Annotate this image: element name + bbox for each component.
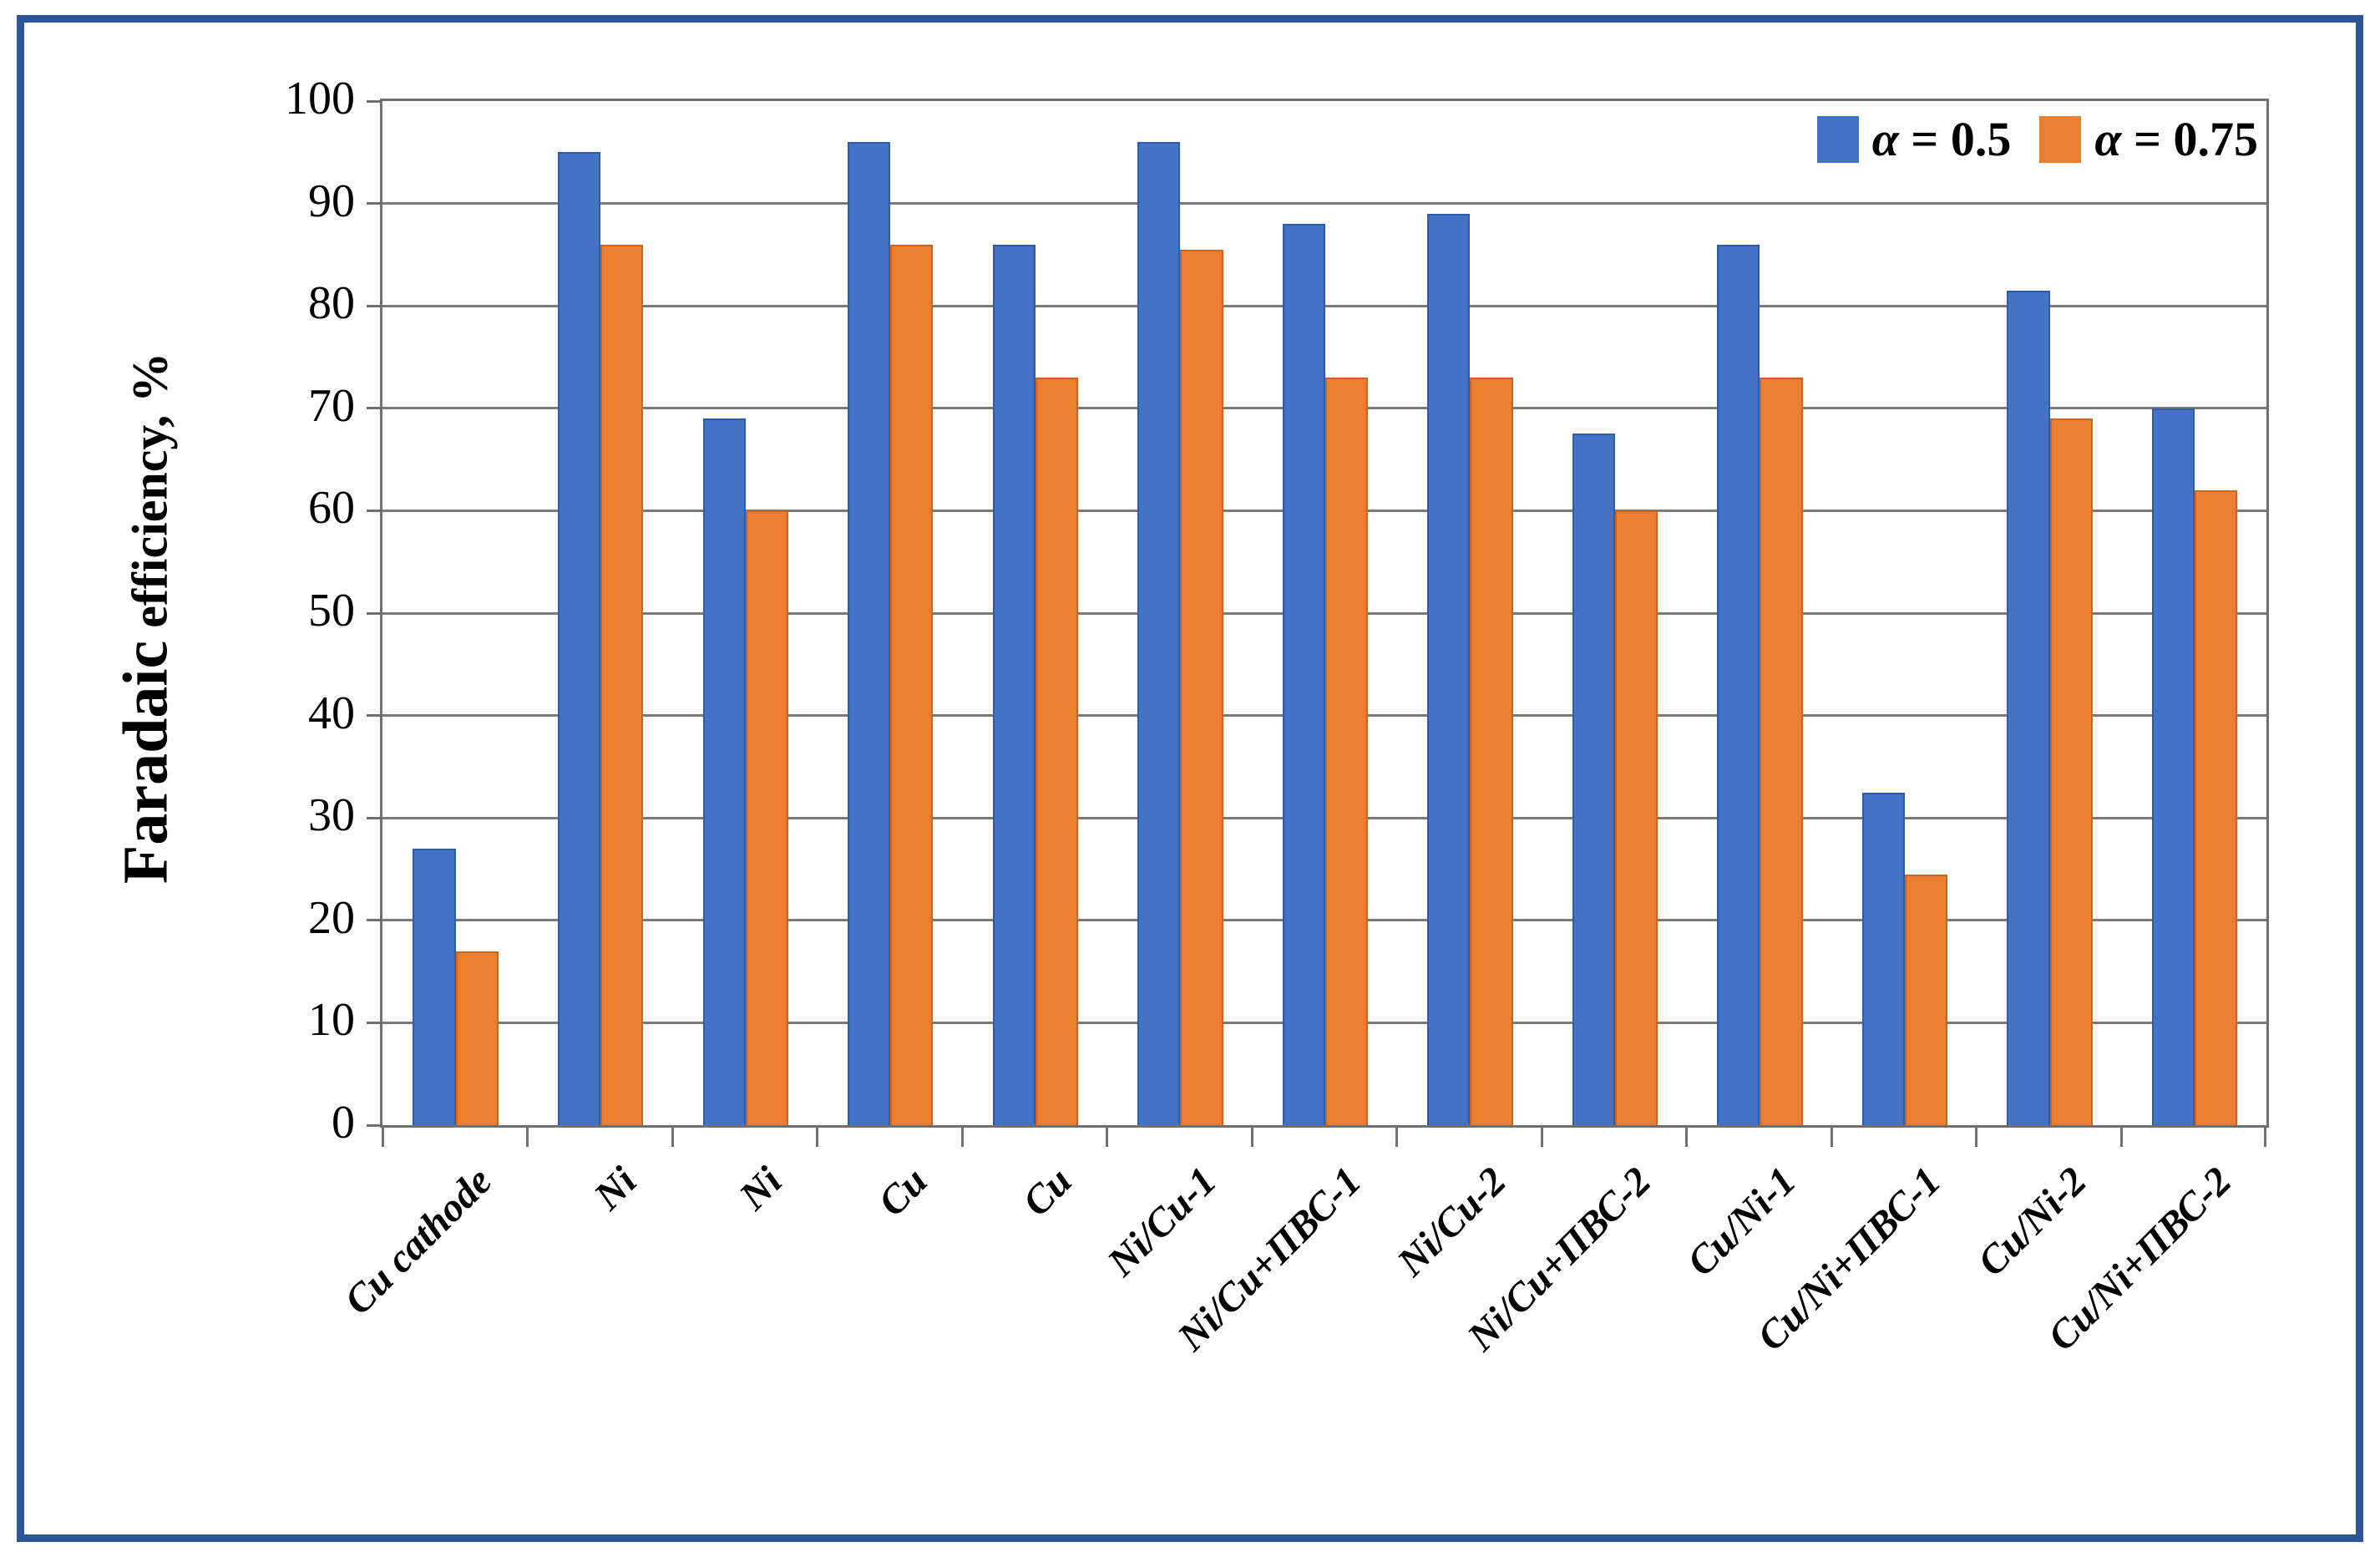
x-tick-2 <box>671 1125 674 1147</box>
y-tick-90 <box>367 202 382 205</box>
bar-series-2-Cu <box>1035 378 1078 1125</box>
legend: α = 0.5 α = 0.75 <box>1816 112 2258 166</box>
gridline-90 <box>382 202 2266 205</box>
y-axis-title: Faradaic efficiency, % <box>110 352 183 884</box>
y-tick-label-100: 100 <box>285 73 355 124</box>
y-tick-60 <box>367 509 382 512</box>
y-tick-50 <box>367 611 382 615</box>
bar-series-1-Ni/Cu-1 <box>1137 142 1181 1125</box>
plot-area: α = 0.5 α = 0.75 <box>367 99 2269 1147</box>
y-tick-label-90: 90 <box>308 175 355 227</box>
y-tick-30 <box>367 816 382 819</box>
bar-series-1-Cu cathode <box>413 848 456 1125</box>
x-tick-0 <box>381 1125 384 1147</box>
y-tick-80 <box>367 304 382 307</box>
bar-series-1-Ni <box>557 152 601 1125</box>
y-tick-label-80: 80 <box>308 277 355 330</box>
legend-swatch-blue <box>1816 116 1859 163</box>
x-tick-4 <box>960 1125 964 1147</box>
legend-label-alpha-0-75: α = 0.75 <box>2094 112 2258 166</box>
bar-series-2-Ni <box>745 510 788 1125</box>
figure-border <box>17 15 2363 1542</box>
y-tick-20 <box>367 919 382 922</box>
bar-series-2-Cu/Ni-2 <box>2049 418 2093 1125</box>
bar-series-1-Cu <box>992 244 1036 1125</box>
legend-item-alpha-0-5: α = 0.5 <box>1816 112 2012 166</box>
y-tick-label-0: 0 <box>332 1097 355 1149</box>
bar-series-2-Cu/Ni+ПВС-2 <box>2195 489 2238 1125</box>
legend-item-alpha-0-75: α = 0.75 <box>2039 114 2258 165</box>
bar-series-2-Ni/Cu+ПВС-2 <box>1614 510 1658 1125</box>
y-tick-label-70: 70 <box>308 379 355 432</box>
x-tick-3 <box>816 1125 819 1147</box>
bar-series-2-Ni/Cu-2 <box>1470 378 1513 1125</box>
y-tick-label-30: 30 <box>308 789 355 842</box>
bar-series-2-Ni/Cu-1 <box>1180 249 1223 1125</box>
bar-series-2-Ni/Cu+ПВС-1 <box>1324 378 1369 1125</box>
y-tick-70 <box>367 407 382 410</box>
legend-label-alpha-0-5: α = 0.5 <box>1871 112 2012 166</box>
bar-series-2-Ni <box>600 244 644 1125</box>
x-tick-7 <box>1395 1125 1399 1147</box>
y-tick-0 <box>367 1123 382 1127</box>
y-axis-title-primary: Faradaic <box>110 640 181 885</box>
bar-series-2-Cu/Ni+ПВС-1 <box>1905 874 1948 1125</box>
bar-series-1-Cu/Ni+ПВС-1 <box>1861 792 1905 1125</box>
legend-swatch-orange <box>2039 116 2082 163</box>
bar-series-2-Cu cathode <box>455 951 499 1125</box>
y-tick-label-50: 50 <box>308 585 355 636</box>
bar-series-1-Cu <box>848 142 891 1125</box>
bar-series-1-Ni/Cu+ПВС-1 <box>1282 224 1325 1125</box>
x-tick-10 <box>1830 1125 1833 1147</box>
y-tick-10 <box>367 1021 382 1024</box>
x-tick-1 <box>526 1125 529 1147</box>
x-tick-9 <box>1685 1125 1689 1147</box>
bar-series-1-Ni <box>702 418 746 1125</box>
x-tick-12 <box>2119 1125 2123 1147</box>
y-axis-title-secondary: efficiency, % <box>122 352 178 641</box>
bar-series-1-Cu/Ni-1 <box>1717 244 1760 1125</box>
x-tick-13 <box>2264 1125 2266 1147</box>
x-tick-5 <box>1106 1125 1109 1147</box>
y-tick-label-20: 20 <box>308 891 355 944</box>
y-tick-label-60: 60 <box>308 482 355 535</box>
bar-series-2-Cu/Ni-1 <box>1760 378 1803 1125</box>
y-tick-label-40: 40 <box>308 687 355 739</box>
y-tick-40 <box>367 714 382 718</box>
bar-series-1-Ni/Cu+ПВС-2 <box>1572 434 1615 1125</box>
y-tick-100 <box>367 99 382 103</box>
bar-series-1-Cu/Ni+ПВС-2 <box>2151 408 2195 1125</box>
bar-series-1-Cu/Ni-2 <box>2007 290 2050 1125</box>
bar-series-2-Cu <box>890 244 934 1125</box>
x-tick-6 <box>1250 1125 1253 1147</box>
bar-series-1-Ni/Cu-2 <box>1427 213 1471 1125</box>
x-tick-8 <box>1540 1125 1543 1147</box>
y-tick-label-10: 10 <box>308 994 355 1047</box>
x-tick-11 <box>1975 1125 1978 1147</box>
